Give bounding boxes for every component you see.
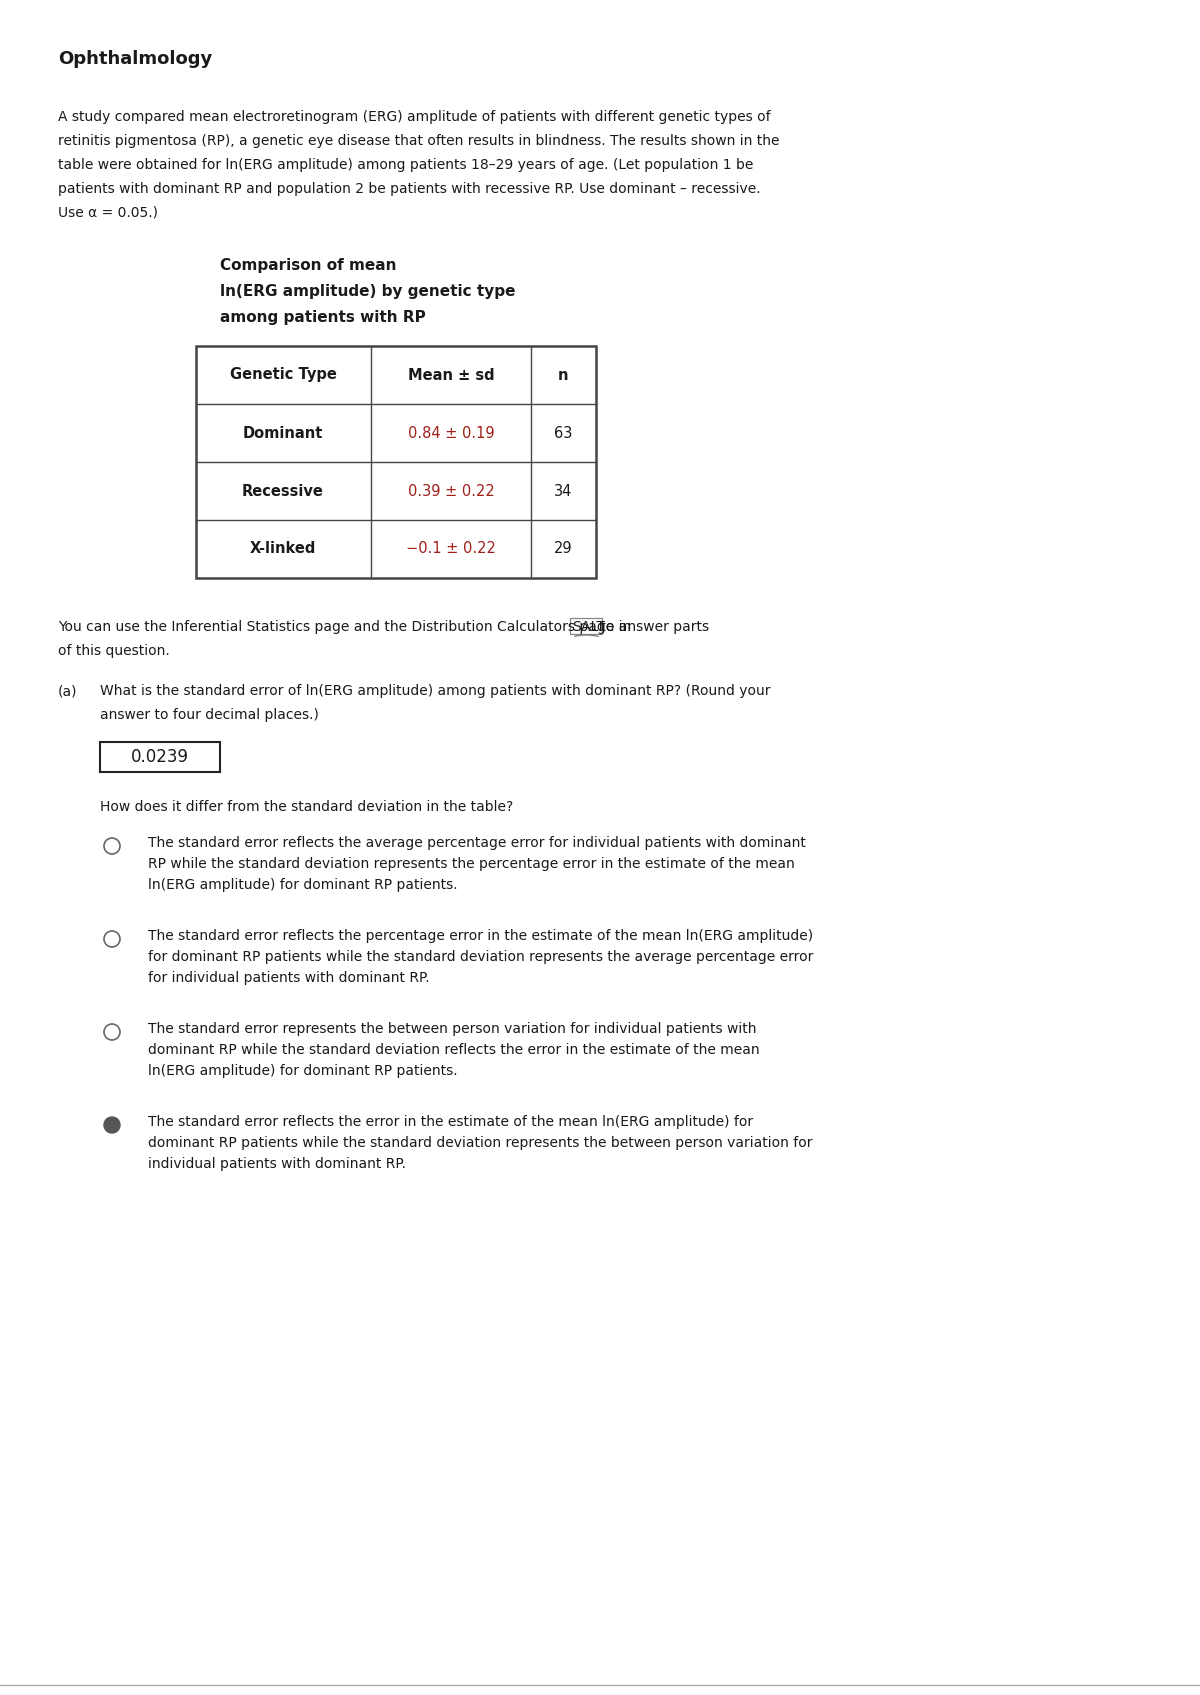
Text: among patients with RP: among patients with RP	[220, 310, 426, 325]
Text: answer to four decimal places.): answer to four decimal places.)	[100, 709, 319, 722]
Text: 0.39 ± 0.22: 0.39 ± 0.22	[408, 483, 494, 498]
Text: 34: 34	[554, 483, 572, 498]
Text: for dominant RP patients while the standard deviation represents the average per: for dominant RP patients while the stand…	[148, 949, 814, 964]
Text: The standard error represents the between person variation for individual patien: The standard error represents the betwee…	[148, 1022, 756, 1036]
Text: ln(ERG amplitude) for dominant RP patients.: ln(ERG amplitude) for dominant RP patien…	[148, 878, 457, 892]
Text: n: n	[558, 368, 569, 383]
Text: Ophthalmology: Ophthalmology	[58, 49, 212, 68]
Bar	[570, 619, 602, 634]
Text: patients with dominant RP and population 2 be patients with recessive RP. Use do: patients with dominant RP and population…	[58, 181, 761, 197]
Text: ln(ERG amplitude) by genetic type: ln(ERG amplitude) by genetic type	[220, 285, 516, 298]
Bar	[196, 346, 596, 578]
Text: A study compared mean electroretinogram (ERG) amplitude of patients with differe: A study compared mean electroretinogram …	[58, 110, 770, 124]
Text: Genetic Type: Genetic Type	[229, 368, 336, 383]
Text: table were obtained for ln(ERG amplitude) among patients 18–29 years of age. (Le: table were obtained for ln(ERG amplitude…	[58, 158, 754, 171]
Text: You can use the Inferential Statistics page and the Distribution Calculators pag: You can use the Inferential Statistics p…	[58, 620, 636, 634]
Text: for individual patients with dominant RP.: for individual patients with dominant RP…	[148, 971, 430, 985]
Text: 0.0239: 0.0239	[131, 747, 190, 766]
Text: Comparison of mean: Comparison of mean	[220, 258, 396, 273]
Text: (a): (a)	[58, 685, 78, 698]
Text: The standard error reflects the error in the estimate of the mean ln(ERG amplitu: The standard error reflects the error in…	[148, 1115, 754, 1129]
Text: individual patients with dominant RP.: individual patients with dominant RP.	[148, 1158, 406, 1171]
Text: −0.1 ± 0.22: −0.1 ± 0.22	[406, 541, 496, 556]
Text: dominant RP while the standard deviation reflects the error in the estimate of t: dominant RP while the standard deviation…	[148, 1042, 760, 1058]
Text: What is the standard error of ln(ERG amplitude) among patients with dominant RP?: What is the standard error of ln(ERG amp…	[100, 685, 770, 698]
Text: Use α = 0.05.): Use α = 0.05.)	[58, 207, 158, 220]
Text: SALT: SALT	[572, 620, 605, 634]
Bar	[100, 742, 220, 771]
Text: dominant RP patients while the standard deviation represents the between person : dominant RP patients while the standard …	[148, 1136, 812, 1149]
Text: The standard error reflects the percentage error in the estimate of the mean ln(: The standard error reflects the percenta…	[148, 929, 814, 942]
Text: The standard error reflects the average percentage error for individual patients: The standard error reflects the average …	[148, 836, 806, 849]
Text: of this question.: of this question.	[58, 644, 169, 658]
Text: to answer parts: to answer parts	[596, 620, 709, 634]
Text: 63: 63	[554, 425, 572, 441]
Text: 0.84 ± 0.19: 0.84 ± 0.19	[408, 425, 494, 441]
Text: Dominant: Dominant	[242, 425, 323, 441]
Text: ln(ERG amplitude) for dominant RP patients.: ln(ERG amplitude) for dominant RP patien…	[148, 1064, 457, 1078]
Text: How does it differ from the standard deviation in the table?: How does it differ from the standard dev…	[100, 800, 514, 814]
Text: Mean ± sd: Mean ± sd	[408, 368, 494, 383]
Text: RP while the standard deviation represents the percentage error in the estimate : RP while the standard deviation represen…	[148, 858, 794, 871]
Circle shape	[104, 1117, 120, 1132]
Text: X-linked: X-linked	[250, 541, 316, 556]
Text: 29: 29	[553, 541, 572, 556]
Text: Recessive: Recessive	[242, 483, 324, 498]
Text: retinitis pigmentosa (RP), a genetic eye disease that often results in blindness: retinitis pigmentosa (RP), a genetic eye…	[58, 134, 780, 147]
